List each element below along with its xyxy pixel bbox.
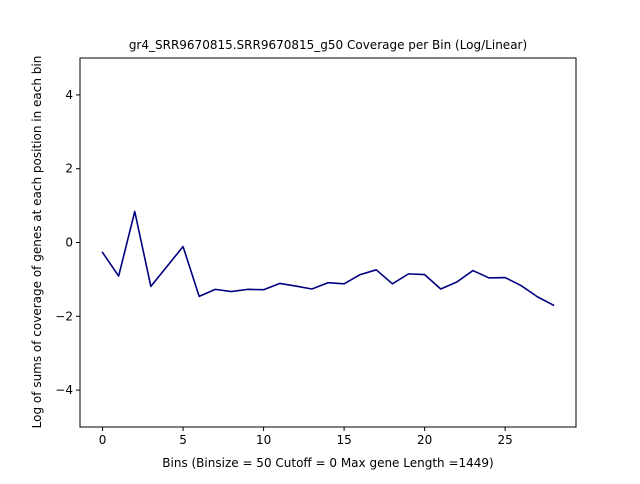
x-axis-label: Bins (Binsize = 50 Cutoff = 0 Max gene L… bbox=[162, 456, 493, 470]
y-axis-label: Log of sums of coverage of genes at each… bbox=[30, 56, 44, 429]
x-tick-label: 25 bbox=[498, 433, 513, 447]
y-axis: −4 −2 0 2 4 bbox=[55, 88, 80, 397]
x-tick-label: 0 bbox=[99, 433, 107, 447]
plot-area bbox=[101, 210, 555, 307]
x-tick-label: 20 bbox=[417, 433, 432, 447]
x-tick-label: 10 bbox=[256, 433, 271, 447]
x-axis: 0 5 10 15 20 25 bbox=[99, 427, 513, 447]
y-tick-label: −4 bbox=[55, 383, 73, 397]
y-tick-label: 4 bbox=[65, 88, 73, 102]
coverage-line bbox=[101, 210, 555, 307]
y-tick-label: 2 bbox=[65, 162, 73, 176]
chart-title: gr4_SRR9670815.SRR9670815_g50 Coverage p… bbox=[129, 38, 527, 52]
plot-frame bbox=[79, 57, 577, 428]
y-tick-label: −2 bbox=[55, 309, 73, 323]
x-tick-label: 15 bbox=[336, 433, 351, 447]
x-tick-label: 5 bbox=[179, 433, 187, 447]
y-tick-label: 0 bbox=[65, 236, 73, 250]
